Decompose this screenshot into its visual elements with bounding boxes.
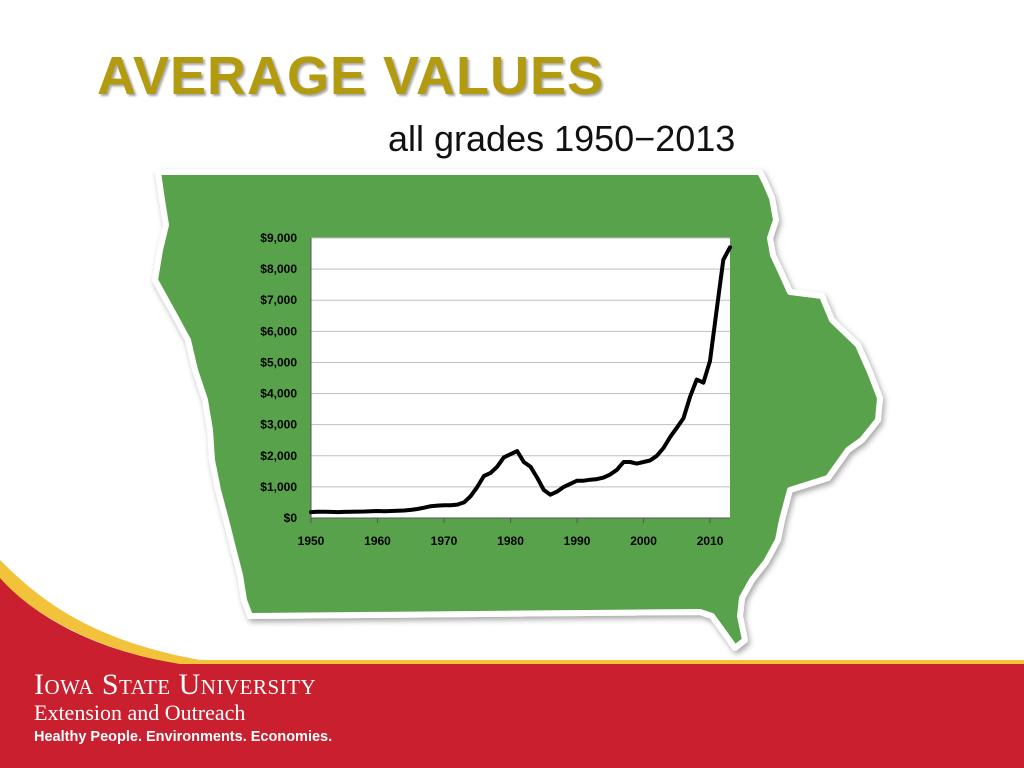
footer-tagline: Healthy People. Environments. Economies. [34, 729, 333, 745]
x-tick-label: 1960 [364, 534, 391, 548]
x-axis-ticks: 1950 1960 1970 1980 1990 2000 2010 [298, 518, 724, 548]
x-tick-label: 2000 [630, 534, 657, 548]
y-tick-label: $9,000 [260, 231, 297, 245]
plot-area [311, 238, 730, 518]
y-axis-ticks: $0 $1,000 $2,000 $3,000 $4,000 $5,000 $6,000 $7… [260, 231, 297, 525]
y-tick-label: $5,000 [260, 355, 297, 369]
slide-subtitle: all grades 1950−2013 [388, 118, 736, 159]
university-name: Iowa State University [34, 668, 317, 701]
x-tick-label: 1970 [431, 534, 458, 548]
slide-title: AVERAGE VALUES [97, 46, 605, 106]
y-tick-label: $4,000 [260, 387, 297, 401]
y-tick-label: $2,000 [260, 449, 297, 463]
red-swoosh [0, 578, 1024, 768]
average-value-line [309, 245, 732, 515]
y-tick-label: $8,000 [260, 262, 297, 276]
y-tick-label: $1,000 [260, 480, 297, 494]
y-tick-label: $7,000 [260, 293, 297, 307]
extension-name: Extension and Outreach [34, 700, 246, 725]
x-tick-label: 1980 [497, 534, 524, 548]
y-tick-label: $6,000 [260, 324, 297, 338]
y-tick-label: $3,000 [260, 418, 297, 432]
x-tick-label: 1990 [564, 534, 591, 548]
x-tick-label: 2010 [697, 534, 724, 548]
y-tick-label: $0 [284, 511, 298, 525]
x-tick-label: 1950 [298, 534, 325, 548]
